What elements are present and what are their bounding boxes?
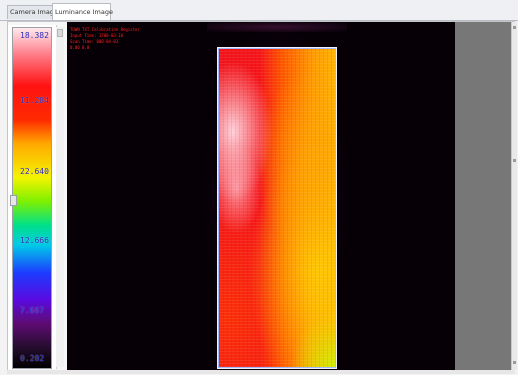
scale-grip-handle[interactable] <box>10 195 17 206</box>
luminance-sample-region[interactable] <box>218 48 336 368</box>
scroll-up-arrow-icon[interactable] <box>513 26 516 29</box>
sample-top-glow <box>207 22 347 32</box>
overlay-line-2: Input Time: 1700-03-10 <box>70 33 123 38</box>
side-gray-panel <box>455 22 511 370</box>
scale-scrollbar[interactable] <box>56 27 64 367</box>
sample-noise-texture <box>219 49 335 367</box>
tab-camera-image[interactable]: Camera Image <box>7 5 58 19</box>
vertical-scrollbar[interactable] <box>511 22 517 370</box>
luminance-image-viewport[interactable]: TOWN TXT Calibration Register Input Time… <box>67 22 455 370</box>
scale-label-4: 7.667 <box>20 306 45 315</box>
scale-label-1: 11.284 <box>20 96 49 105</box>
tab-strip: Camera Image Luminance Image <box>0 0 518 21</box>
scroll-down-arrow-icon[interactable] <box>513 361 516 364</box>
scale-scrollbar-thumb[interactable] <box>57 29 63 37</box>
color-scale-bar <box>12 27 52 369</box>
overlay-line-4: 0.00 0.0 <box>70 45 90 50</box>
scale-label-2: 22.640 <box>20 167 49 176</box>
bottom-border <box>7 370 515 374</box>
tab-luminance-image[interactable]: Luminance Image <box>52 3 113 20</box>
scale-label-min: 0.202 <box>20 354 45 363</box>
overlay-line-3: Scan Time: 000-04-03 <box>70 39 119 44</box>
overlay-line-1: TOWN TXT Calibration Register <box>70 27 140 32</box>
scroll-thumb-icon[interactable] <box>513 159 516 162</box>
image-info-overlay: TOWN TXT Calibration Register Input Time… <box>70 27 140 51</box>
scale-label-3: 12.666 <box>20 236 49 245</box>
scale-label-max: 18.382 <box>20 31 49 40</box>
